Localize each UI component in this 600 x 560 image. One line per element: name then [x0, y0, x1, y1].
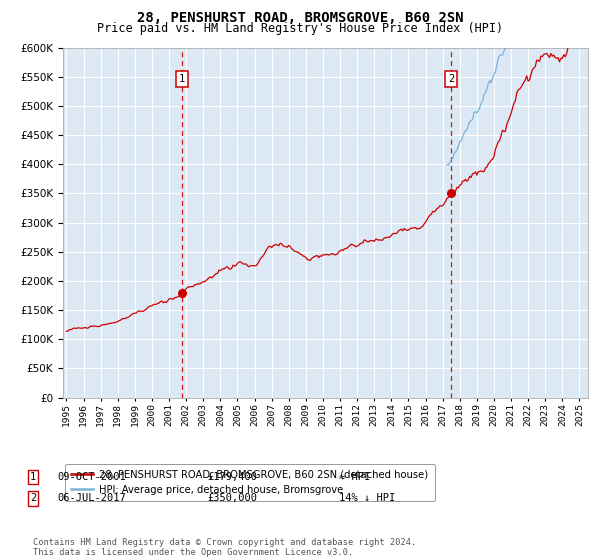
Text: Price paid vs. HM Land Registry's House Price Index (HPI): Price paid vs. HM Land Registry's House …	[97, 22, 503, 35]
Text: £179,400: £179,400	[207, 472, 257, 482]
Legend: 28, PENSHURST ROAD, BROMSGROVE, B60 2SN (detached house), HPI: Average price, de: 28, PENSHURST ROAD, BROMSGROVE, B60 2SN …	[65, 464, 434, 501]
Text: £350,000: £350,000	[207, 493, 257, 503]
Text: ≈ HPI: ≈ HPI	[339, 472, 370, 482]
Text: 14% ↓ HPI: 14% ↓ HPI	[339, 493, 395, 503]
Text: 06-JUL-2017: 06-JUL-2017	[57, 493, 126, 503]
Text: 2: 2	[448, 74, 454, 84]
Text: 2: 2	[30, 493, 36, 503]
Text: 1: 1	[30, 472, 36, 482]
Text: 09-OCT-2001: 09-OCT-2001	[57, 472, 126, 482]
Text: 28, PENSHURST ROAD, BROMSGROVE, B60 2SN: 28, PENSHURST ROAD, BROMSGROVE, B60 2SN	[137, 11, 463, 25]
Text: 1: 1	[179, 74, 185, 84]
Text: Contains HM Land Registry data © Crown copyright and database right 2024.
This d: Contains HM Land Registry data © Crown c…	[33, 538, 416, 557]
